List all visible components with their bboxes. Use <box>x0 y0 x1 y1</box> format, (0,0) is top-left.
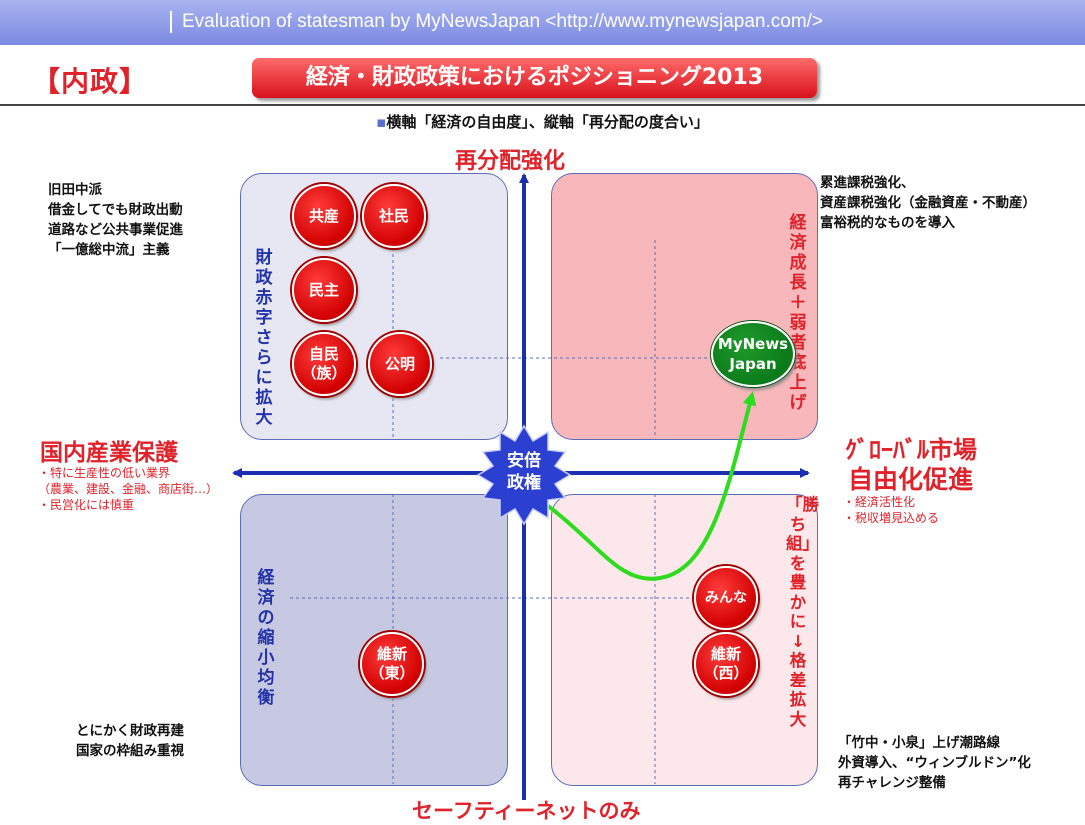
axis-right-label-line2: 自由化促進 <box>848 465 974 494</box>
header-bar <box>0 0 1085 45</box>
party-komei: 公明 <box>368 332 432 396</box>
mynews-line1: MyNews <box>717 335 789 353</box>
mynews-japan-marker: MyNews Japan <box>711 321 795 387</box>
quadrant-bottom-right <box>551 494 818 786</box>
party-ishin-east: 維新 （東） <box>360 632 424 696</box>
party-jimin: 自民 （族） <box>292 332 356 396</box>
trajectory-arrow <box>546 391 757 581</box>
note-top-left: 旧田中派 借金してでも財政出動 道路など公共事業促進 「一億総中流」主義 <box>48 182 183 258</box>
party-ishin-west: 維新 （西） <box>694 632 758 696</box>
quadrant-bottom-left-label: 経済の縮小均衡 <box>257 568 275 708</box>
note-bottom-left: とにかく財政再建 国家の枠組み重視 <box>76 723 184 759</box>
quadrant-top-right-label: 経済成長＋弱者底上げ <box>789 213 807 413</box>
abe-label-line1: 安倍 <box>507 451 541 471</box>
note-top-right: 累進課税強化、 資産課税強化（金融資産・不動産） 富裕税的なものを導入 <box>820 175 1036 231</box>
axis-right-label-line1: ｸﾞﾛｰﾊﾞﾙ市場 <box>845 436 977 464</box>
party-kyosan: 共産 <box>292 184 356 248</box>
party-shamin: 社民 <box>362 184 426 248</box>
divider <box>0 104 1085 106</box>
subtitle-bullet: ▪ <box>376 113 387 131</box>
header-text: Evaluation of statesman by MyNewsJapan <… <box>170 11 823 33</box>
party-minna: みんな <box>694 566 758 630</box>
quadrant-top-right <box>551 173 818 440</box>
quadrant-top-left-label: 財政赤字さらに拡大 <box>255 248 273 428</box>
axis-left-label: 国内産業保護 <box>40 440 178 466</box>
party-minshu: 民主 <box>292 258 356 322</box>
abe-label-line2: 政権 <box>507 473 541 493</box>
quadrant-bottom-right-label: 「勝ち組」を豊かに↓格差拡大 <box>786 495 819 729</box>
axis-top-label: 再分配強化 <box>455 149 566 174</box>
axis-bottom-label: セーフティーネットのみ <box>412 799 641 823</box>
subtitle-text: 横軸「経済の自由度」、縦軸「再分配の度合い」 <box>386 113 709 131</box>
mynews-line2: Japan <box>729 355 777 373</box>
abe-starburst <box>476 424 572 526</box>
domestic-policy-label: 【内政】 <box>32 65 149 98</box>
note-bottom-right: 「竹中・小泉」上げ潮路線 外資導入、“ウィンブルドン”化 再チャレンジ整備 <box>838 735 1031 791</box>
title-banner: 経済・財政政策におけるポジショニング2013 <box>252 58 817 98</box>
axis-left-notes: ・特に生産性の低い業界 （農業、建設、金融、商店街…） ・民営化には慎重 <box>38 466 219 512</box>
abe-label: 安倍 政権 <box>494 450 554 494</box>
subtitle: ▪横軸「経済の自由度」、縦軸「再分配の度合い」 <box>0 111 1085 132</box>
axis-right-notes: ・経済活性化 ・税収増見込める <box>843 495 940 525</box>
